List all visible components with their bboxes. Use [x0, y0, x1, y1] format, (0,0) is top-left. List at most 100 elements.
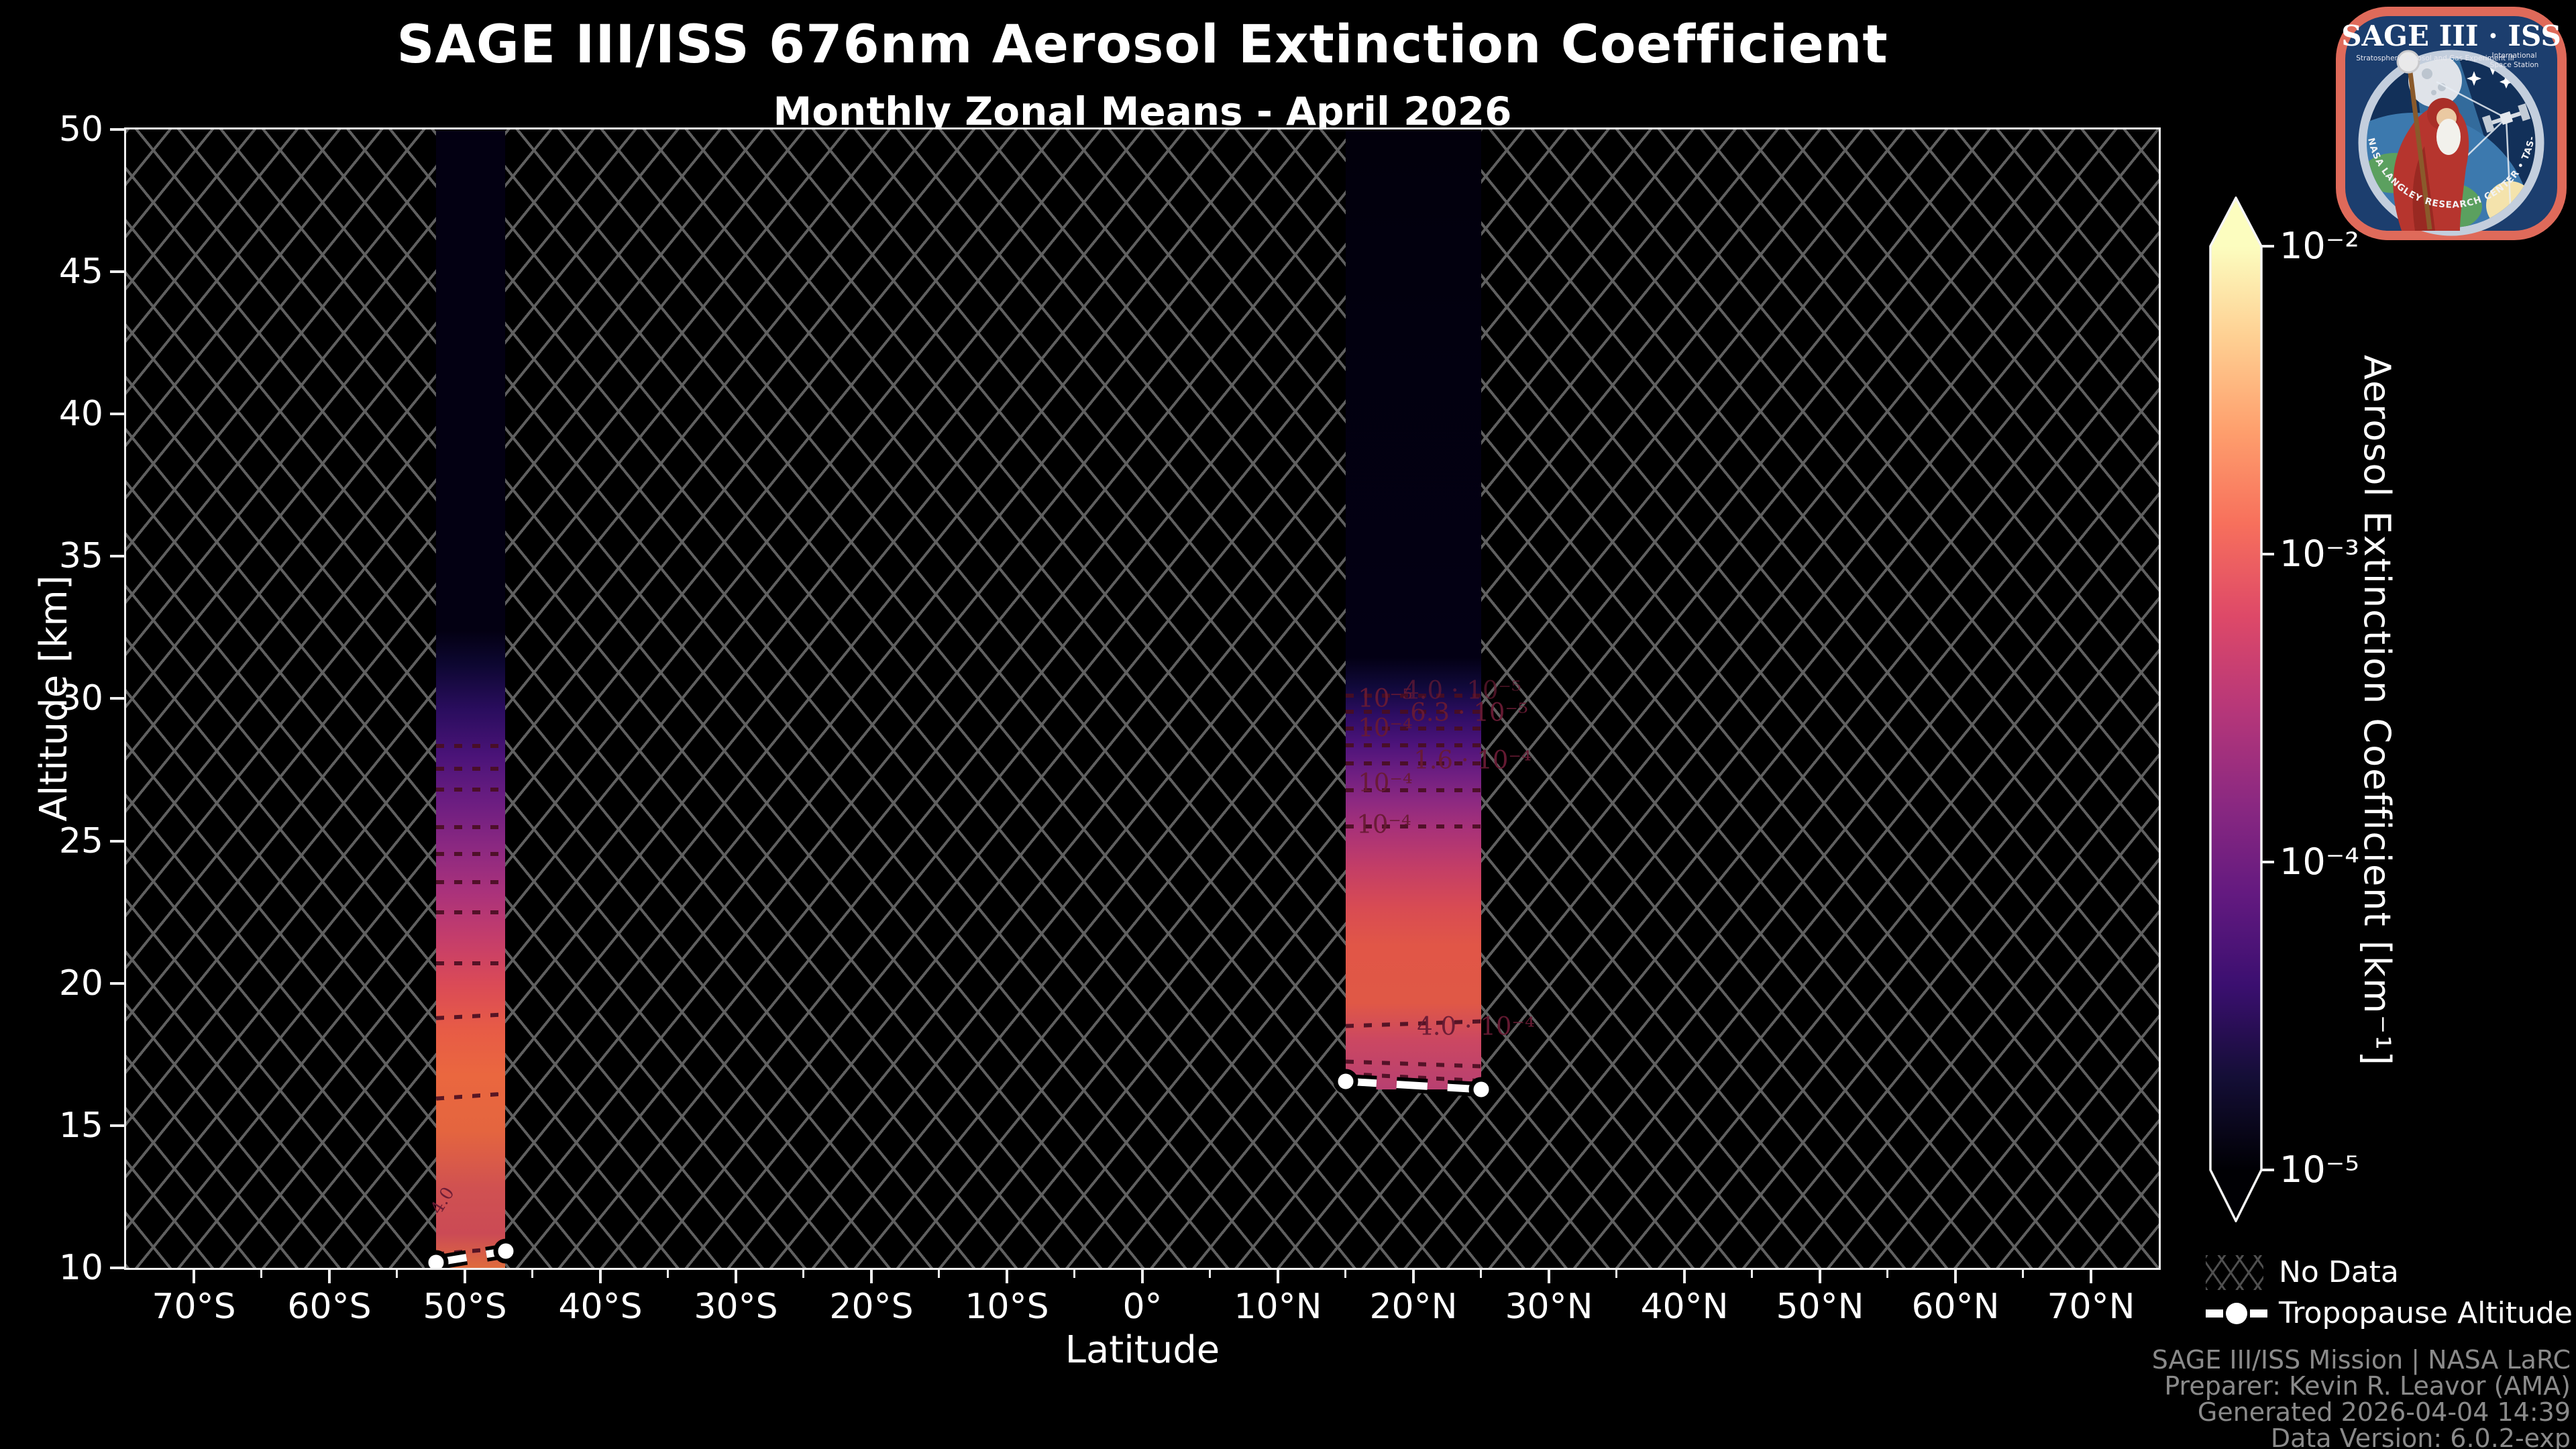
- footer-line: Generated 2026-04-04 14:39: [2197, 1397, 2571, 1427]
- x-tick-label: 40°S: [558, 1287, 643, 1327]
- no-data-swatch: [2206, 1255, 2263, 1290]
- x-tick-label: 50°S: [423, 1287, 507, 1327]
- x-tick-label: 30°N: [1505, 1287, 1593, 1327]
- y-tick: [110, 697, 125, 700]
- contour-line: [1346, 761, 1481, 765]
- x-tick: [2090, 1270, 2092, 1283]
- star-icon: [2467, 71, 2481, 86]
- y-tick-label: 35: [58, 536, 103, 576]
- colorbar-tick-label: 10⁻⁴: [2279, 841, 2359, 883]
- contour-line: [436, 910, 505, 914]
- x-minor-tick: [260, 1270, 262, 1278]
- x-tick: [1412, 1270, 1415, 1283]
- x-tick: [1277, 1270, 1279, 1283]
- logo-subtitle-right: International: [2491, 52, 2536, 60]
- x-tick: [1548, 1270, 1550, 1283]
- x-tick-label: 70°N: [2047, 1287, 2135, 1327]
- x-tick-label: 50°N: [1776, 1287, 1864, 1327]
- page-title: SAGE III/ISS 676nm Aerosol Extinction Co…: [396, 15, 1888, 75]
- x-tick-label: 60°N: [1911, 1287, 2000, 1327]
- y-tick-label: 45: [58, 252, 103, 292]
- sage-iii-iss-logo: SAGE III · ISS Stratospheric Aerosol and…: [2334, 5, 2567, 240]
- y-tick: [110, 840, 125, 843]
- colorbar-tick-label: 10⁻⁵: [2279, 1148, 2359, 1191]
- x-tick: [328, 1270, 331, 1283]
- x-tick: [870, 1270, 873, 1283]
- staff: [2407, 66, 2432, 230]
- tropopause-marker: [493, 1238, 519, 1264]
- iss-icon: [2481, 103, 2531, 133]
- contour-line: [1346, 743, 1481, 747]
- x-minor-tick: [1344, 1270, 1346, 1278]
- x-tick-label: 20°S: [829, 1287, 914, 1327]
- x-tick-label: 0°: [1122, 1287, 1163, 1327]
- earth: [2367, 113, 2533, 227]
- y-axis-title: Altitude [km]: [32, 575, 76, 822]
- contour-line: [436, 744, 505, 748]
- x-tick-label: 10°N: [1234, 1287, 1322, 1327]
- tropopause-swatch: [2206, 1303, 2267, 1324]
- contour-line: [1346, 710, 1481, 714]
- x-tick: [1141, 1270, 1144, 1283]
- moon: [2408, 58, 2462, 107]
- y-tick: [110, 555, 125, 557]
- x-tick: [1006, 1270, 1008, 1283]
- colorbar-tick: [2262, 1169, 2274, 1171]
- plot-area: 10⁻⁵ 4.0 · 10⁻⁵ 6.3 · 10⁻⁵ 10⁻⁴ 1.6 · 10…: [124, 127, 2161, 1270]
- x-minor-tick: [531, 1270, 533, 1278]
- x-tick: [599, 1270, 602, 1283]
- contour-label: 1.6 · 10⁻⁴: [1413, 745, 1532, 775]
- contour-label: 10⁻⁴: [1358, 713, 1413, 743]
- contour-label: 10⁻⁵: [1358, 684, 1413, 713]
- x-tick: [735, 1270, 737, 1283]
- logo-title: SAGE III · ISS: [2341, 19, 2561, 52]
- star-icon: [2500, 75, 2513, 89]
- y-tick-label: 30: [58, 678, 103, 718]
- contour-line: [436, 825, 505, 829]
- logo-subtitle-left: Stratospheric Aerosol and Gas Experiment…: [2356, 54, 2514, 62]
- tropopause-marker: [423, 1250, 449, 1268]
- footer-line: Data Version: 6.0.2-exp: [2270, 1424, 2571, 1449]
- x-axis-title: Latitude: [1065, 1328, 1220, 1372]
- logo-subtitle-right2: Space Station: [2490, 61, 2539, 69]
- sage-figure: [2393, 50, 2469, 231]
- contour-line: [436, 852, 505, 856]
- x-minor-tick: [1480, 1270, 1482, 1278]
- footer-line: SAGE III/ISS Mission | NASA LaRC: [2151, 1345, 2571, 1375]
- footer-line: Preparer: Kevin R. Leavor (AMA): [2164, 1371, 2571, 1401]
- tropopause-marker: [1333, 1069, 1358, 1094]
- contour-label: 10⁻⁴: [1358, 768, 1413, 798]
- y-tick-label: 40: [58, 394, 103, 434]
- colorbar-tick-label: 10⁻³: [2279, 533, 2359, 575]
- x-minor-tick: [667, 1270, 669, 1278]
- x-tick-label: 70°S: [152, 1287, 236, 1327]
- colorbar-tick-label: 10⁻²: [2279, 225, 2359, 267]
- x-tick-label: 10°S: [965, 1287, 1049, 1327]
- x-minor-tick: [2022, 1270, 2024, 1278]
- contour-line: [1346, 788, 1481, 792]
- x-tick-label: 20°N: [1369, 1287, 1458, 1327]
- contour-line: [436, 961, 505, 965]
- x-minor-tick: [802, 1270, 804, 1278]
- x-minor-tick: [1615, 1270, 1617, 1278]
- x-tick: [193, 1270, 195, 1283]
- x-tick: [1954, 1270, 1957, 1283]
- x-minor-tick: [396, 1270, 398, 1278]
- x-minor-tick: [938, 1270, 940, 1278]
- footer-credits: SAGE III/ISS Mission | NASA LaRC Prepare…: [1967, 1347, 2571, 1449]
- x-minor-tick: [1209, 1270, 1211, 1278]
- contour-label: 10⁻⁴: [1356, 810, 1411, 839]
- colorbar-tick: [2262, 553, 2274, 555]
- contour-line: [1346, 824, 1481, 828]
- y-tick: [110, 128, 125, 131]
- page-subtitle: Monthly Zonal Means - April 2026: [773, 89, 1512, 134]
- contour-label: 4.0 · 10⁻⁴: [1417, 1012, 1535, 1041]
- contour-line: [436, 767, 505, 771]
- x-tick: [464, 1270, 466, 1283]
- y-tick: [110, 1267, 125, 1269]
- x-minor-tick: [1073, 1270, 1075, 1278]
- x-tick-label: 60°S: [287, 1287, 372, 1327]
- colorbar: [2209, 197, 2263, 1222]
- x-tick-label: 40°N: [1640, 1287, 1729, 1327]
